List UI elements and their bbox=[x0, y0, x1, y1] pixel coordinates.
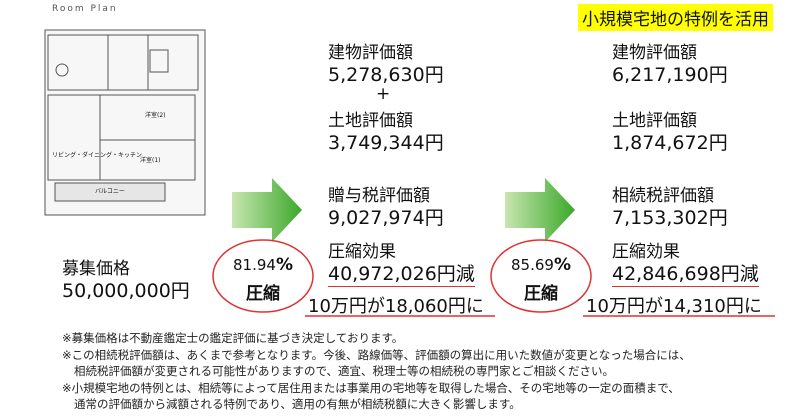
badge: 小規模宅地の特例を活用 bbox=[578, 4, 773, 31]
value: 5,278,630円 bbox=[328, 64, 444, 86]
note: 相続税評価額が変更される可能性がありますので、適宜、税理士等の相続税の専門家とご… bbox=[74, 364, 615, 378]
label: 贈与税評価額 bbox=[328, 186, 430, 206]
value: 3,749,344円 bbox=[328, 132, 444, 154]
rate-value: 81.94 bbox=[233, 256, 276, 274]
note: ※小規模宅地の特例とは、相続等によって居住用または事業用の宅地等を取得した場合、… bbox=[62, 381, 680, 395]
plus: + bbox=[376, 84, 391, 104]
label: 土地評価額 bbox=[612, 111, 697, 131]
value: 1,874,672円 bbox=[612, 132, 728, 154]
rate: 81.94% bbox=[215, 255, 311, 275]
value: 9,027,974円 bbox=[328, 207, 444, 229]
label: 圧縮効果 bbox=[612, 242, 680, 262]
label: 建物評価額 bbox=[328, 43, 413, 63]
label: 相続税評価額 bbox=[612, 186, 714, 206]
arrow bbox=[232, 178, 302, 242]
value: 42,846,698円減 bbox=[612, 259, 759, 287]
rate-unit: % bbox=[275, 255, 293, 275]
arrow bbox=[505, 178, 575, 242]
room-label: リビング・ダイニング・キッチン bbox=[52, 152, 143, 159]
price-label: 募集価格 bbox=[62, 259, 130, 279]
rate-value: 85.69 bbox=[511, 256, 554, 274]
rate-unit: % bbox=[553, 255, 571, 275]
highlight-ellipse bbox=[490, 239, 592, 313]
note: ※この相続税評価額は、あくまで参考となります。今後、路線価等、評価額の算出に用い… bbox=[62, 348, 691, 362]
room-label: 洋室(2) bbox=[145, 112, 166, 119]
floor-plan bbox=[44, 29, 206, 216]
rate: 85.69% bbox=[493, 255, 589, 275]
value: 6,217,190円 bbox=[612, 64, 728, 86]
plan-title: Room Plan bbox=[52, 4, 118, 14]
room-label: 洋室(1) bbox=[140, 157, 161, 164]
highlight-ellipse bbox=[212, 239, 314, 313]
rate-label: 圧縮 bbox=[246, 284, 280, 304]
room-label: バルコニー bbox=[95, 188, 125, 195]
label: 圧縮効果 bbox=[328, 242, 396, 262]
value: 40,972,026円減 bbox=[328, 259, 475, 287]
label: 建物評価額 bbox=[612, 43, 697, 63]
value: 7,153,302円 bbox=[612, 207, 728, 229]
label: 土地評価額 bbox=[328, 111, 413, 131]
note: 通常の評価額から減額される特例であり、適用の有無が相続税額に大きく影響します。 bbox=[74, 397, 521, 411]
ratio-text: 10万円が18,060円に bbox=[308, 296, 484, 317]
note: ※募集価格は不動産鑑定士の鑑定評価に基づき決定しております。 bbox=[62, 331, 404, 345]
price-value: 50,000,000円 bbox=[62, 280, 190, 302]
rate-label: 圧縮 bbox=[524, 284, 558, 304]
ratio-text: 10万円が14,310円に bbox=[586, 296, 762, 317]
